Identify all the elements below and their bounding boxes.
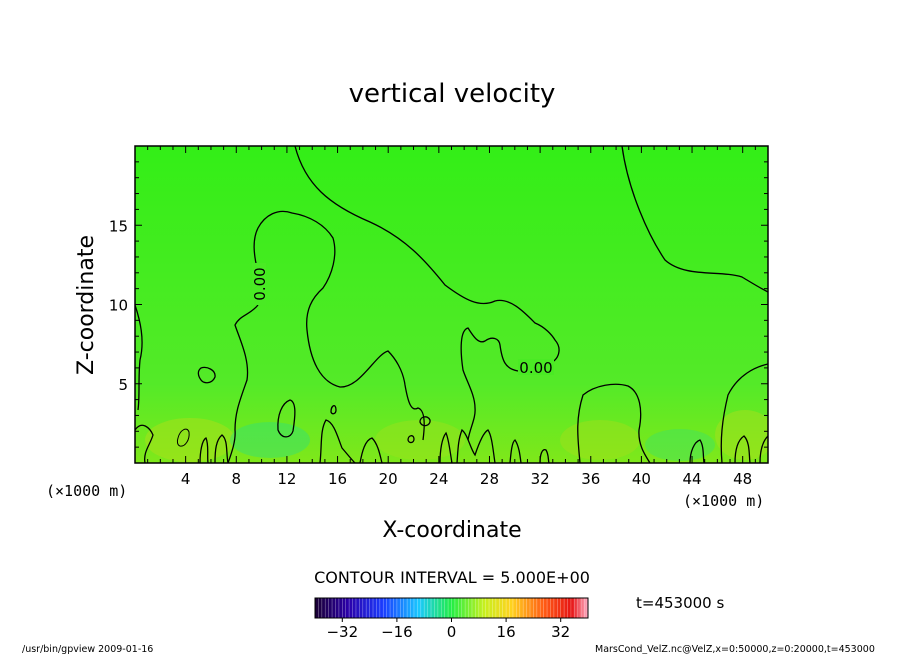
x-tick-label: 8 — [232, 470, 242, 488]
contour-line — [509, 439, 522, 463]
time-label: t=453000 s — [636, 594, 724, 612]
contour-interval: CONTOUR INTERVAL = 5.000E+00 — [314, 568, 590, 587]
contour-line — [176, 428, 190, 447]
contour-line — [456, 428, 496, 463]
contour-line — [621, 146, 768, 293]
chart-title: vertical velocity — [349, 79, 556, 109]
contour-line — [253, 210, 425, 441]
y-axis-label: Z-coordinate — [74, 235, 99, 375]
colorbar-gradient — [315, 598, 588, 618]
contour-line — [197, 366, 216, 384]
contour-line — [759, 435, 768, 463]
contour-line — [419, 416, 431, 427]
contour-label-bg — [252, 263, 266, 305]
x-tick-label: 28 — [480, 470, 499, 488]
y-tick-label: 10 — [109, 297, 128, 315]
x-tick-label: 36 — [581, 470, 600, 488]
x-tick-label: 16 — [328, 470, 347, 488]
y-tick-label: 15 — [109, 217, 128, 235]
contour-line — [135, 304, 143, 411]
contour-line — [199, 437, 209, 463]
contour-line — [439, 431, 453, 463]
colorbar-stripes — [318, 598, 585, 618]
field-shading — [145, 410, 768, 462]
contour-line — [577, 383, 651, 463]
y-tick-label: 5 — [118, 376, 128, 394]
contour-line — [720, 363, 768, 463]
contour-label-bg — [518, 359, 554, 375]
colorbar-tick-label: 0 — [447, 623, 457, 641]
colorbar-tick-label: −16 — [381, 623, 413, 641]
x-tick-label: 44 — [682, 470, 701, 488]
contour-label: 0.00 — [251, 267, 269, 300]
contour-line — [294, 146, 560, 368]
contour-line — [330, 405, 337, 415]
x-tick-label: 20 — [379, 470, 398, 488]
x-tick-label: 32 — [531, 470, 550, 488]
field-background — [135, 146, 768, 463]
colorbar-ticks: −32 −16 0 16 32 — [326, 618, 570, 641]
x-axis-label: X-coordinate — [382, 518, 521, 543]
x-tick-label: 48 — [733, 470, 752, 488]
colorbar: −32 −16 0 16 32 — [314, 597, 589, 641]
x-tick-label: 40 — [632, 470, 651, 488]
x-tick-label: 4 — [181, 470, 191, 488]
contour-label: 0.00 — [519, 359, 552, 377]
x-unit-right: (×1000 m) — [683, 492, 764, 510]
contour-line — [319, 419, 356, 463]
contour-line — [734, 435, 751, 463]
contour-line — [407, 435, 415, 444]
colorbar-tick-label: −32 — [326, 623, 358, 641]
contour-line — [359, 437, 383, 463]
contour-line — [460, 327, 519, 441]
contour-line — [277, 399, 296, 438]
contour-line — [227, 304, 259, 463]
x-unit-left: (×1000 m) — [46, 482, 127, 500]
footer-right: MarsCond_VelZ.nc@VelZ,x=0:50000,z=0:2000… — [595, 644, 875, 654]
colorbar-tick-label: 32 — [551, 623, 570, 641]
contour-lines — [135, 146, 768, 463]
contour-line — [135, 424, 154, 463]
x-tick-label: 12 — [277, 470, 296, 488]
contour-line — [214, 434, 229, 463]
colorbar-tick-label: 16 — [497, 623, 516, 641]
footer-left: /usr/bin/gpview 2009-01-16 — [22, 644, 153, 654]
contour-line — [689, 439, 705, 463]
x-tick-label: 24 — [429, 470, 448, 488]
